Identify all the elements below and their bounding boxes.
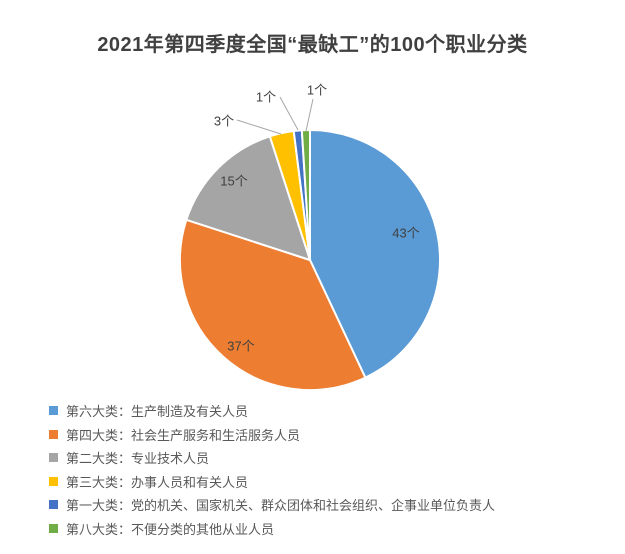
legend-swatch-icon: [49, 406, 58, 416]
legend-item-0: 第六大类：生产制造及有关人员: [49, 399, 495, 423]
legend-swatch-icon: [49, 453, 58, 463]
legend: 第六大类：生产制造及有关人员第四大类：社会生产服务和生活服务人员 第二大类：专业技…: [49, 399, 495, 540]
data-label-0: 43个: [392, 226, 419, 241]
legend-label: 第一大类：党的机关、国家机关、群众团体和社会组织、企事业单位负责人: [66, 498, 496, 514]
data-label-3: 3个: [214, 114, 234, 129]
leader-line-5: [305, 98, 314, 132]
legend-label: 第六大类：生产制造及有关人员: [66, 404, 249, 420]
legend-swatch-icon: [49, 476, 58, 486]
chart-title: 2021年第四季度全国“最缺工”的100个职业分类: [97, 34, 528, 56]
data-label-5: 1个: [307, 83, 327, 98]
legend-swatch-icon: [49, 429, 58, 439]
legend-item-5: 第八大类：不便分类的其他从业人员: [49, 517, 495, 541]
legend-item-3: 第三大类：办事人员和有关人员: [49, 470, 495, 494]
pie-slice-0: [309, 129, 441, 379]
legend-swatch-icon: [49, 500, 58, 510]
legend-item-1: 第四大类：社会生产服务和生活服务人员: [49, 423, 495, 447]
data-label-4: 1个: [256, 90, 276, 105]
legend-label: 第四大类：社会生产服务和生活服务人员: [66, 427, 301, 443]
legend-label: 第二大类：专业技术人员: [66, 451, 210, 467]
leader-line-4: [279, 96, 299, 131]
legend-label: 第三大类：办事人员和有关人员: [66, 474, 249, 490]
legend-label: 第八大类：不便分类的其他从业人员: [66, 521, 275, 537]
leader-line-3: [236, 119, 282, 135]
pie-slice-1: [179, 218, 367, 392]
legend-item-4: 第一大类：党的机关、国家机关、群众团体和社会组织、企事业单位负责人: [49, 493, 495, 517]
data-label-2: 15个: [220, 174, 247, 189]
legend-swatch-icon: [49, 523, 58, 533]
legend-item-2: 第二大类：专业技术人员: [49, 446, 495, 470]
data-label-1: 37个: [227, 339, 254, 354]
